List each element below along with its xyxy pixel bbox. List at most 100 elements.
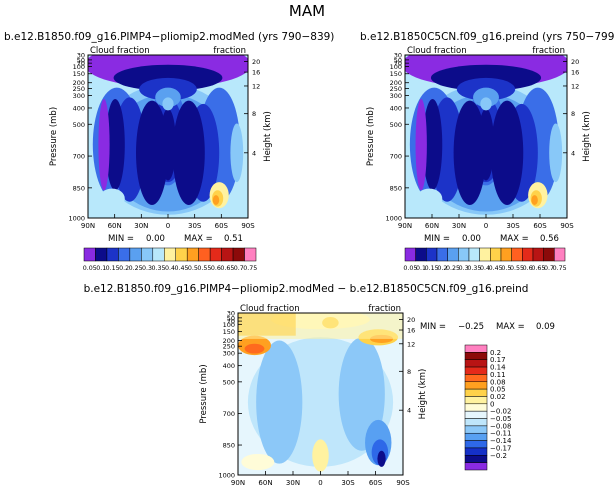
colorbar-swatch: [479, 247, 491, 262]
colorbar-swatch: [426, 247, 438, 262]
panel-1-contour-region: [113, 64, 223, 91]
colorbar-label: −0.2: [490, 452, 507, 460]
colorbar-swatch: [164, 247, 176, 262]
min-label: MIN =: [420, 322, 446, 332]
colorbar-label: 0.08: [490, 378, 506, 386]
x-tick-label: 30N: [134, 222, 148, 230]
y-tick-label: 850: [223, 442, 235, 450]
colorbar-swatch: [464, 374, 488, 383]
colorbar-swatch: [464, 388, 488, 397]
y2-tick-label: 20: [407, 316, 415, 324]
x-tick-label: 60N: [258, 479, 272, 487]
colorbar-swatch: [511, 247, 523, 262]
y-tick-label: 200: [73, 79, 85, 87]
panel-2-contour-region: [430, 64, 542, 91]
panel-2-contour-region: [531, 195, 538, 205]
colorbar-swatch: [464, 410, 488, 419]
panel-2-contour-region: [490, 100, 524, 205]
panel-3-contour-region: [377, 450, 386, 467]
colorbar-swatch: [436, 247, 448, 262]
y-tick-label: 100: [390, 63, 402, 71]
y-tick-label: 150: [223, 328, 235, 336]
x-tick-label: 30S: [341, 479, 355, 487]
x-tick-label: 90S: [396, 479, 410, 487]
colorbar-label: 0.65: [531, 265, 545, 272]
panel-1-field: [88, 55, 248, 218]
colorbar-label: 0.5: [501, 265, 511, 272]
colorbar-swatch: [118, 247, 131, 262]
panel-1-colorbar: 0.05 0.1 0.15 0.2 0.25 0.3 0.35 0.4 0.45 0.5 0.55 0…: [83, 247, 257, 272]
y2-tick-label: 12: [407, 340, 415, 348]
colorbar-label: 0.45: [174, 265, 188, 272]
y2-tick-label: 16: [252, 69, 260, 77]
colorbar-label: −0.11: [490, 430, 511, 438]
y-tick-label: 150: [73, 70, 85, 78]
colorbar-swatch: [500, 247, 512, 262]
colorbar-swatch: [186, 247, 199, 262]
colorbar-swatch: [464, 403, 488, 412]
colorbar-label: −0.17: [490, 444, 511, 452]
left-label: Cloud fraction: [407, 46, 467, 56]
colorbar-label: −0.02: [490, 408, 511, 416]
colorbar-label: 0.14: [490, 364, 506, 372]
y2-tick-label: 4: [571, 149, 575, 157]
x-tick-label: 90S: [241, 222, 255, 230]
colorbar-swatch: [141, 247, 154, 262]
colorbar-swatch: [464, 432, 488, 441]
y-tick-label: 250: [223, 343, 235, 351]
panel-3-contour-region: [256, 340, 303, 464]
colorbar-swatch: [464, 447, 488, 456]
max-value: 0.51: [224, 234, 243, 244]
panel-1-contour-region: [162, 97, 174, 111]
x-tick-label: 90N: [81, 222, 95, 230]
x-tick-label: 60S: [369, 479, 383, 487]
panel-2-contour-region: [549, 123, 563, 183]
colorbar-swatch: [209, 247, 222, 262]
y-tick-label: 700: [223, 410, 235, 418]
y2-tick-label: 8: [407, 368, 411, 376]
panel-2-title: b.e12.B1850C5CN.f09_g16.preind (yrs 750−…: [360, 31, 615, 43]
colorbar-label: 0.75: [243, 265, 257, 272]
panel-2-contour-region: [422, 99, 443, 191]
y2-tick-label: 12: [252, 82, 260, 90]
colorbar-label: 0.1: [96, 265, 106, 272]
y-tick-label: 300: [390, 92, 402, 100]
panel-2-contour-region: [415, 99, 427, 191]
y-tick-label: 850: [390, 184, 402, 192]
left-label: Cloud fraction: [240, 304, 300, 314]
colorbar-swatch: [244, 247, 257, 262]
y2-tick-label: 20: [252, 58, 260, 66]
y-tick-label: 250: [73, 85, 85, 93]
y-tick-label: 50: [394, 56, 402, 64]
y-tick-label: 1000: [68, 215, 85, 223]
colorbar-swatch: [464, 344, 488, 353]
colorbar-swatch: [490, 247, 502, 262]
panel-2-colorbar: 0.050.10.150.20.250.30.350.40.450.50.550…: [403, 247, 567, 272]
panel-3-colorbar: 0.20.170.140.110.080.050.020−0.02−0.05−0…: [464, 344, 512, 471]
panel-3-contour-region: [244, 343, 265, 354]
colorbar-label: 0.6: [523, 265, 533, 272]
panel-1-contour-region: [136, 100, 168, 205]
y-tick-label: 200: [223, 337, 235, 345]
min-label: MIN =: [108, 234, 134, 244]
panel-3-contour-region: [241, 453, 275, 471]
x-tick-label: 30N: [452, 222, 466, 230]
max-value: 0.09: [536, 322, 555, 332]
panel-3-title: b.e12.B1850.f09_g16.PIMP4−pliomip2.modMe…: [84, 283, 529, 295]
y2-axis-label: Height (km): [263, 111, 273, 162]
colorbar-label: 0.15: [425, 265, 439, 272]
colorbar-label: 0.4: [480, 265, 490, 272]
colorbar-label: 0.17: [490, 356, 506, 364]
panel-1-contour-region: [105, 99, 125, 191]
colorbar-swatch: [464, 418, 488, 427]
panel-2-contour-region: [473, 87, 499, 108]
y-tick-label: 300: [223, 350, 235, 358]
colorbar-label: −0.08: [490, 422, 511, 430]
y2-tick-label: 8: [571, 110, 575, 118]
y-tick-label: 500: [73, 121, 85, 129]
max-label: MAX =: [500, 234, 529, 244]
colorbar-swatch: [447, 247, 459, 262]
colorbar-swatch: [464, 425, 488, 434]
y-tick-label: 70: [227, 318, 235, 326]
